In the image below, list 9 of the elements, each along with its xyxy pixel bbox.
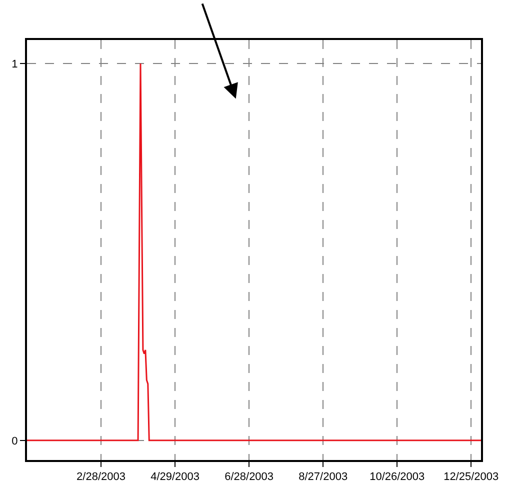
y-tick-label: 1 [12,58,18,70]
x-tick-label: 10/26/2003 [370,471,425,484]
x-tick-label: 6/28/2003 [224,471,274,484]
x-tick-label: 8/27/2003 [298,471,348,484]
x-tick-label: 4/29/2003 [150,471,200,484]
line-series [27,62,481,442]
y-tick-label: 0 [12,435,18,448]
x-tick-label: 2/28/2003 [76,471,126,484]
x-tick-label: 12/25/2003 [444,471,499,484]
